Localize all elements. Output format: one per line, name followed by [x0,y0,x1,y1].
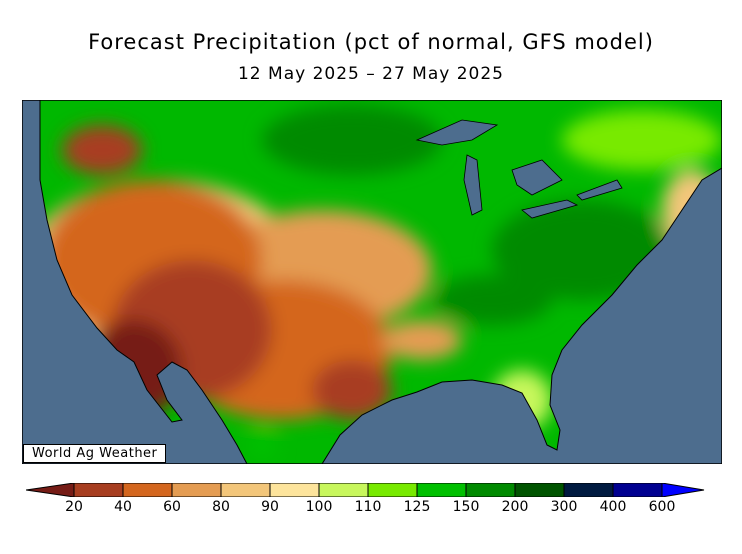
legend-swatch [563,483,614,497]
legend-label: 110 [354,499,382,515]
legend-swatch [465,483,516,497]
legend-label: 300 [550,499,578,515]
legend-label: 80 [212,499,230,515]
legend-label: 60 [163,499,181,515]
legend-swatch [269,483,320,497]
map-title: Forecast Precipitation (pct of normal, G… [88,30,654,54]
legend-swatch [171,483,222,497]
legend-swatch [416,483,467,497]
legend-swatch [73,483,124,497]
legend-label: 125 [403,499,431,515]
legend-label: 90 [261,499,279,515]
legend-swatch [514,483,565,497]
legend-label: 20 [65,499,83,515]
legend-label: 150 [452,499,480,515]
date-range: 12 May 2025 – 27 May 2025 [237,64,504,84]
legend-label: 200 [501,499,529,515]
legend-arrow-low [26,483,75,497]
legend-label: 600 [648,499,676,515]
legend-swatch [220,483,271,497]
watermark: World Ag Weather [23,444,167,463]
legend-label: 400 [599,499,627,515]
legend-label: 40 [114,499,132,515]
precipitation-map [22,100,722,464]
legend-swatch [367,483,418,497]
legend-arrow-high [661,483,705,497]
legend-swatch [122,483,173,497]
legend-swatch [318,483,369,497]
color-legend [26,483,705,497]
legend-swatch [612,483,663,497]
legend-label: 100 [305,499,333,515]
